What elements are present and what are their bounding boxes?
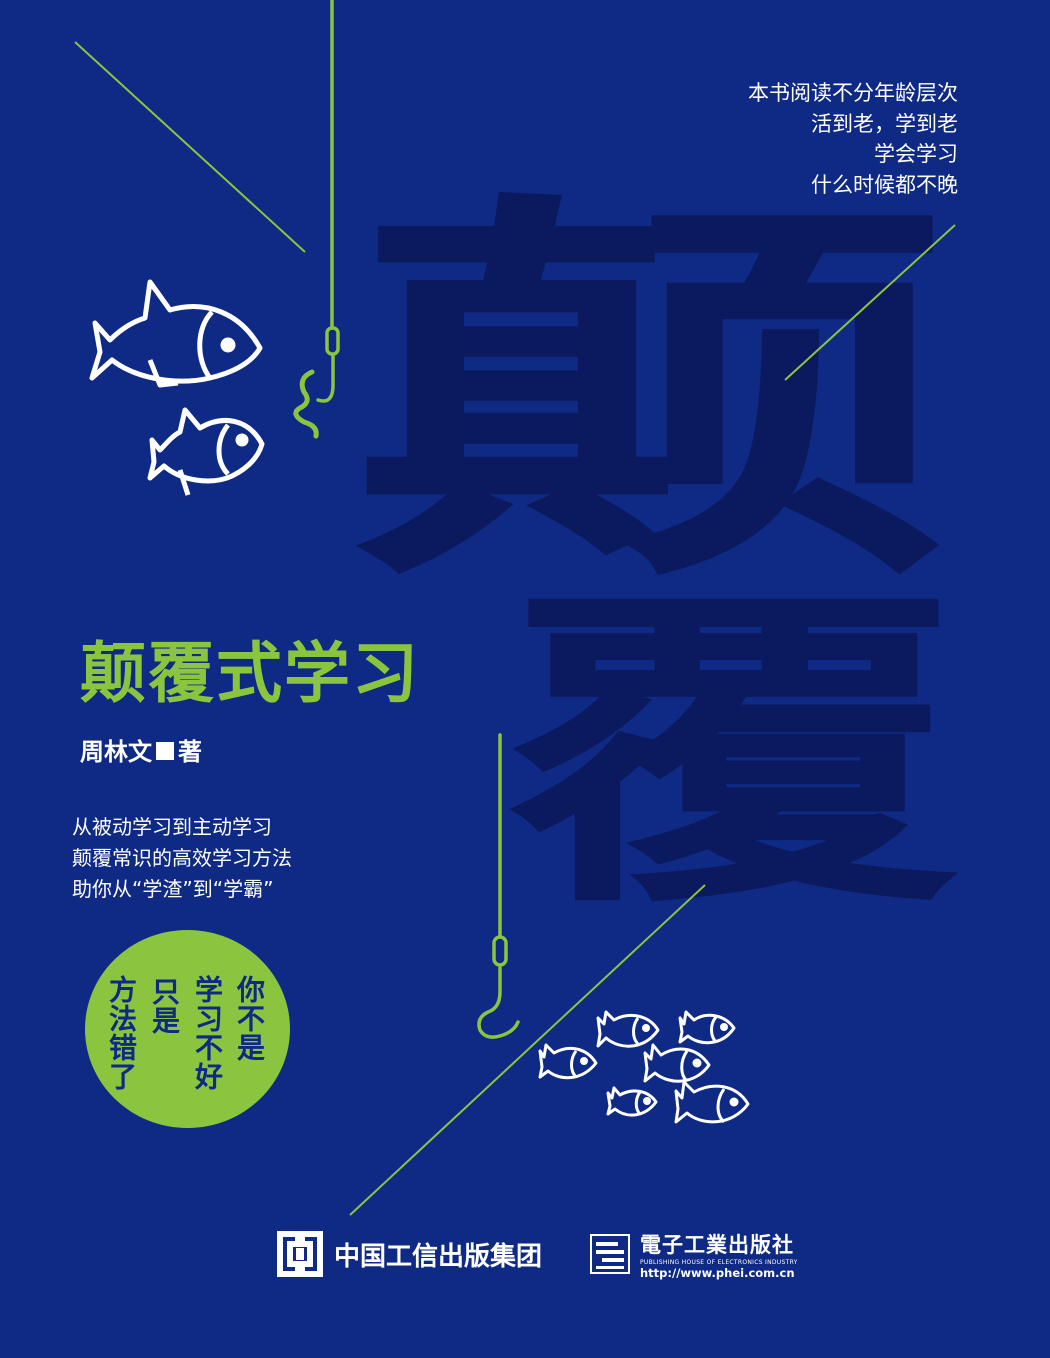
- badge-column: 方法错了: [105, 975, 138, 1091]
- tagline-mid-line: 助你从“学渣”到“学霸”: [72, 877, 274, 901]
- big-background-char-1: 颠: [352, 165, 952, 630]
- badge-column: 学习不好: [191, 975, 224, 1091]
- tagline-mid-line: 颠覆常识的高效学习方法: [72, 846, 292, 870]
- publisher-url: http://www.phei.com.cn: [640, 1265, 795, 1280]
- big-background-char-2: 覆: [505, 563, 961, 947]
- tagline-top-line: 什么时候都不晚: [811, 172, 958, 197]
- tagline-top: 本书阅读不分年龄层次 活到老，学到老 学会学习 什么时候都不晚: [748, 78, 958, 200]
- fish-large-icon: [89, 279, 263, 388]
- fishing-hook-top-icon: [293, 0, 340, 439]
- badge-column: 你不是: [233, 975, 266, 1062]
- tagline-mid-line: 从被动学习到主动学习: [72, 815, 272, 839]
- author-line: 周林文著: [80, 732, 202, 767]
- publisher-name-cn: 電子工業出版社: [640, 1231, 794, 1257]
- diagonal-line-bottom: [349, 884, 706, 1216]
- badge-column: 只是: [148, 977, 181, 1035]
- tagline-top-line: 学会学习: [874, 142, 958, 166]
- publisher-group: 中国工信出版集团: [276, 1230, 542, 1278]
- tagline-top-line: 本书阅读不分年龄层次: [748, 81, 958, 105]
- diagonal-line-right: [784, 224, 956, 381]
- slogan-badge: 你不是 学习不好 只是 方法错了: [85, 930, 290, 1128]
- diagonal-lines: [74, 41, 956, 1216]
- fish-medium-icon: [147, 407, 265, 496]
- publisher-texts: 電子工業出版社 PUBLISHING HOUSE OF ELECTRONICS …: [640, 1229, 798, 1280]
- publisher-group-logo-icon: [277, 1231, 323, 1277]
- author-name: 周林文: [80, 738, 152, 766]
- tagline-mid: 从被动学习到主动学习 颠覆常识的高效学习方法 助你从“学渣”到“学霸”: [72, 812, 292, 905]
- publisher-group-name: 中国工信出版集团: [334, 1241, 543, 1272]
- author-role: 著: [178, 738, 202, 766]
- publisher-name-en: PUBLISHING HOUSE OF ELECTRONICS INDUSTRY: [640, 1258, 798, 1266]
- author-separator: [156, 742, 174, 760]
- tagline-top-line: 活到老，学到老: [811, 111, 958, 136]
- diagonal-line-top-left: [74, 41, 306, 253]
- book-title: 颠覆式学习: [80, 635, 420, 712]
- fish-school-icon: [538, 1010, 750, 1124]
- publisher-logo-icon: [590, 1234, 630, 1274]
- publisher: 電子工業出版社 PUBLISHING HOUSE OF ELECTRONICS …: [590, 1229, 798, 1280]
- fishing-hook-bottom-icon: [477, 733, 520, 1039]
